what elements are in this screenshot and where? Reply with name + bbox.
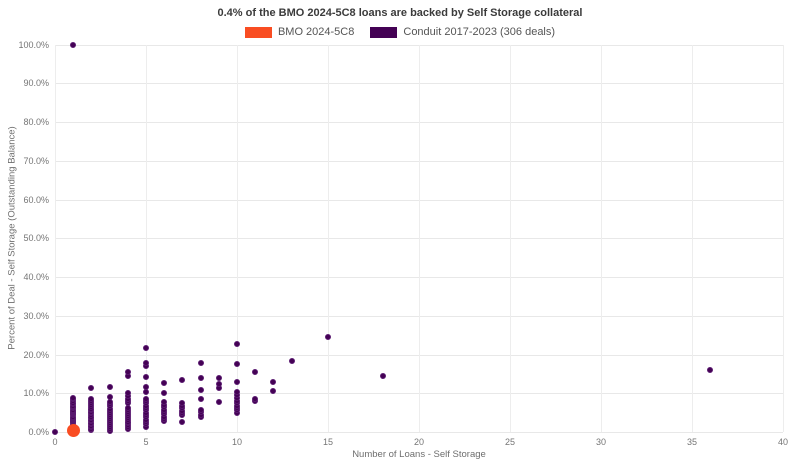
x-tick-label: 30 (595, 437, 607, 447)
conduit-data-point (197, 406, 204, 413)
x-gridline (237, 44, 238, 432)
bmo-data-point (66, 423, 80, 437)
x-gridline (328, 44, 329, 432)
conduit-data-point (179, 377, 186, 384)
conduit-data-point (252, 395, 259, 402)
x-gridline (146, 44, 147, 432)
conduit-data-point (143, 373, 149, 380)
conduit-data-point (70, 394, 77, 401)
y-tick-label: 100.0% (18, 39, 49, 50)
conduit-data-point (215, 398, 222, 405)
conduit-data-point (106, 384, 113, 391)
conduit-data-point (270, 379, 277, 386)
conduit-data-point (179, 418, 186, 425)
conduit-data-point (707, 367, 714, 374)
y-tick-label: 70.0% (23, 155, 49, 166)
conduit-data-point (161, 389, 168, 396)
conduit-data-point (215, 375, 222, 382)
x-gridline (419, 44, 420, 432)
y-tick-label: 90.0% (23, 78, 49, 89)
x-tick-label: 15 (322, 437, 334, 447)
x-tick-label: 35 (686, 437, 698, 447)
x-tick-label: 40 (777, 437, 789, 447)
conduit-data-point (161, 399, 168, 406)
y-tick-label: 80.0% (23, 117, 49, 127)
conduit-data-point (234, 378, 240, 385)
chart-title: 0.4% of the BMO 2024-5C8 loans are backe… (217, 7, 583, 19)
x-gridline (55, 44, 56, 432)
conduit-data-point (143, 395, 149, 402)
x-axis-title: Number of Loans - Self Storage (352, 449, 486, 460)
conduit-data-point (161, 380, 168, 387)
x-tick-label: 10 (231, 437, 243, 447)
conduit-data-point (325, 334, 331, 341)
conduit-data-point (234, 341, 240, 348)
conduit-data-point (197, 375, 204, 382)
x-tick-label: 5 (143, 437, 149, 447)
legend-label-conduit: Conduit 2017-2023 (306 deals) (403, 26, 556, 38)
conduit-data-point (143, 384, 149, 391)
conduit-data-point (234, 361, 240, 368)
conduit-data-point (179, 400, 186, 407)
conduit-data-point (197, 396, 204, 403)
legend-item-conduit: Conduit 2017-2023 (306 deals) (370, 26, 555, 38)
x-gridline (783, 44, 784, 432)
conduit-data-point (197, 360, 204, 367)
conduit-data-point (88, 396, 95, 403)
y-tick-label: 50.0% (23, 233, 49, 244)
conduit-data-point (143, 345, 149, 352)
y-tick-label: 30.0% (23, 310, 49, 321)
conduit-data-point (143, 360, 149, 367)
x-tick-label: 25 (504, 437, 516, 447)
y-tick-label: 20.0% (23, 349, 49, 360)
y-tick-label: 10.0% (23, 388, 49, 399)
legend-label-bmo: BMO 2024-5C8 (277, 26, 355, 38)
legend-swatch-bmo (244, 26, 272, 38)
conduit-data-point (70, 41, 77, 48)
conduit-data-point (288, 358, 295, 365)
conduit-data-point (234, 388, 240, 395)
conduit-data-point (379, 372, 386, 379)
conduit-data-point (124, 368, 131, 375)
x-tick-label: 0 (52, 437, 58, 447)
x-gridline (601, 44, 602, 432)
y-tick-label: 60.0% (23, 194, 49, 205)
x-tick-label: 20 (413, 437, 425, 447)
conduit-data-point (215, 380, 222, 387)
conduit-data-point (88, 384, 95, 391)
conduit-data-point (252, 368, 259, 375)
y-tick-label: 40.0% (23, 272, 49, 282)
y-tick-label: 0.0% (28, 427, 49, 437)
conduit-data-point (124, 390, 131, 397)
legend-item-bmo: BMO 2024-5C8 (244, 26, 355, 38)
x-gridline (510, 44, 511, 432)
conduit-data-point (106, 393, 113, 400)
y-gridline (55, 432, 783, 433)
conduit-data-point (52, 428, 58, 435)
legend-swatch-conduit (370, 26, 398, 38)
conduit-data-point (197, 386, 204, 393)
x-gridline (692, 44, 693, 432)
legend: BMO 2024-5C8 Conduit 2017-2023 (306 deal… (0, 26, 800, 38)
conduit-data-point (270, 387, 277, 394)
